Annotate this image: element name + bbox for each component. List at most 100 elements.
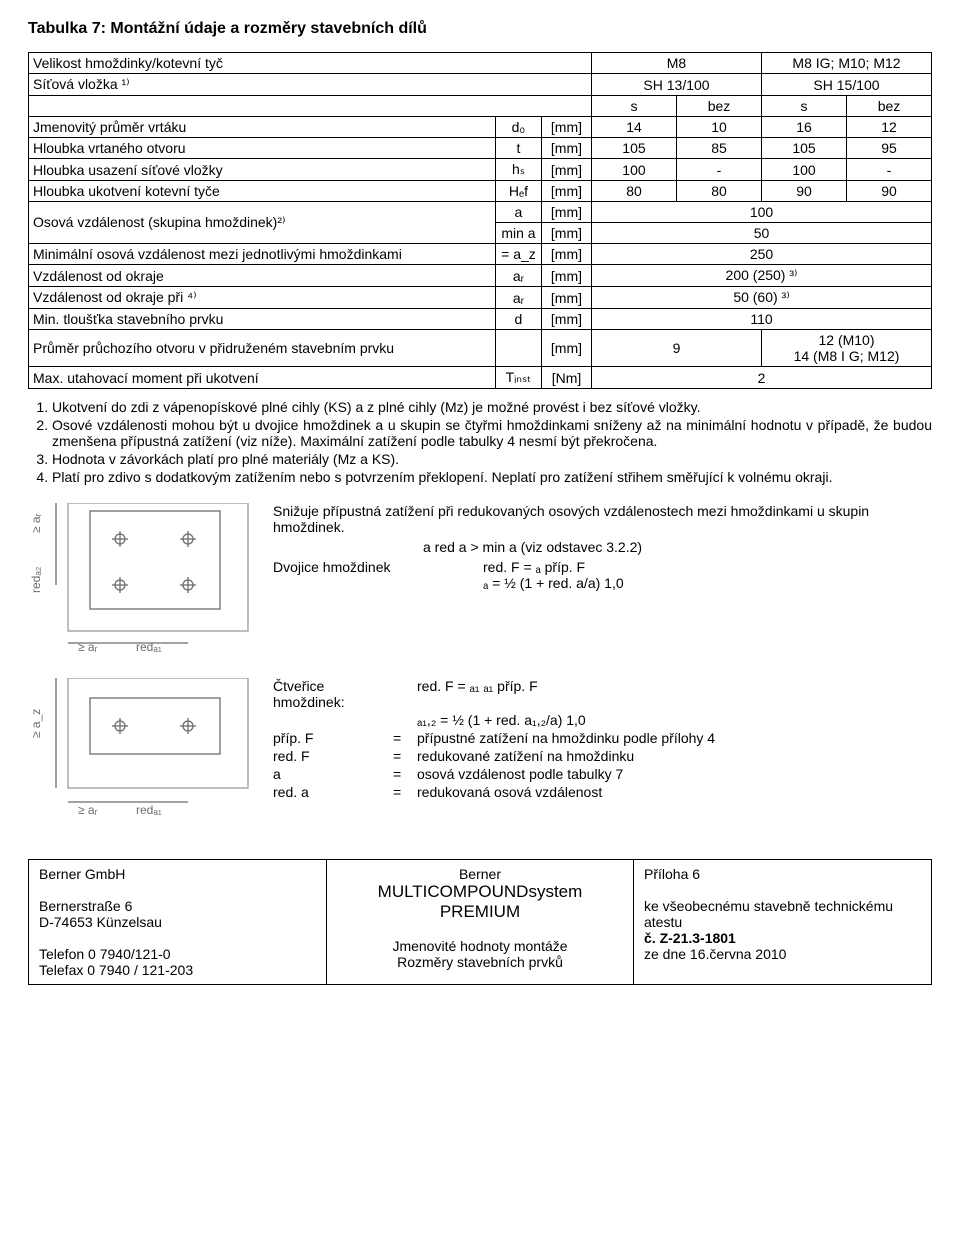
cell: bez [676,96,761,117]
definitions-grid: Čtveřice hmoždinek: red. F = ₐ₁ ₐ₁ příp. … [263,678,932,831]
def-term: příp. F [273,730,393,746]
cell: hₛ [495,159,541,181]
product-name: MULTICOMPOUNDsystem [337,882,623,902]
cell: d [495,309,541,330]
cell: 9 [591,330,761,367]
cell: 16 [762,117,847,138]
cell-label: Vzdálenost od okraje při ⁴⁾ [29,287,496,309]
cell: [mm] [541,181,591,202]
cell-label: Min. tloušťka stavebního prvku [29,309,496,330]
cell: [mm] [541,223,591,244]
cell: M8 IG; M10; M12 [762,53,932,74]
cell-label: Síťová vložka ¹⁾ [29,74,592,96]
cell: 105 [762,138,847,159]
cell: Tᵢₙₛₜ [495,367,541,389]
paragraph: ₐ = ½ (1 + red. a/a) 1,0 [273,575,932,591]
table-title: Tabulka 7: Montážní údaje a rozměry stav… [28,20,932,38]
cell: Hₑf [495,181,541,202]
subtitle: Jmenovité hodnoty montáže [337,938,623,954]
cell-label: Osová vzdálenost (skupina hmoždinek)²⁾ [29,202,496,244]
cell: 10 [676,117,761,138]
cell: [mm] [541,159,591,181]
cell: 90 [847,181,932,202]
phone: Telefon 0 7940/121-0 [39,946,316,962]
fig-label: redₐ₁ [136,640,162,653]
cell: - [676,159,761,181]
cell-label: Hloubka vrtaného otvoru [29,138,496,159]
cell-label: Hloubka usazení síťové vložky [29,159,496,181]
cell: [Nm] [541,367,591,389]
cell: 12 [847,117,932,138]
cell: [mm] [541,265,591,287]
footnotes-list: Ukotvení do zdi z vápenopískové plné cih… [28,399,932,485]
cell: 2 [591,367,931,389]
cell: = a_z [495,244,541,265]
cell-label: Velikost hmoždinky/kotevní tyč [29,53,592,74]
footer-center: Berner MULTICOMPOUNDsystem PREMIUM Jmeno… [326,860,633,985]
figure-anchor-group-top: ≥ aᵣ redₐ₂ ≥ aᵣ redₐ₁ [28,503,263,656]
paragraph: Snižuje přípustná zatížení při redukovan… [273,503,932,535]
cell: M8 [591,53,761,74]
def-value: redukované zatížení na hmoždinku [417,748,932,764]
cell-label: Hloubka ukotvení kotevní tyče [29,181,496,202]
data-table: Velikost hmoždinky/kotevní tyč M8 M8 IG;… [28,52,932,389]
cell: aᵣ [495,287,541,309]
footnote-item: Osové vzdálenosti mohou být u dvojice hm… [52,417,932,449]
figure-anchor-group-bottom: ≥ a_z ≥ aᵣ redₐ₁ [28,678,263,831]
equals: = [393,766,417,782]
cell: s [762,96,847,117]
fax: Telefax 0 7940 / 121-203 [39,962,316,978]
product-name: PREMIUM [337,902,623,922]
def-value: ₐ₁,₂ = ½ (1 + red. a₁,₂/a) 1,0 [417,712,932,728]
cell: min a [495,223,541,244]
fig-label: ≥ aᵣ [78,640,98,653]
company-name: Berner GmbH [39,866,316,882]
cell: SH 15/100 [762,74,932,96]
cell-label: Jmenovitý průměr vrtáku [29,117,496,138]
cell: 100 [591,202,931,223]
cell: bez [847,96,932,117]
fig-label: ≥ a_z [29,709,43,738]
def-value: přípustné zatížení na hmoždinku podle př… [417,730,932,746]
cell: 100 [591,159,676,181]
def-value: redukovaná osová vzdálenost [417,784,932,800]
cell: s [591,96,676,117]
def-value: red. F = ₐ₁ ₐ₁ příp. F [417,678,932,710]
cell-label: Max. utahovací moment při ukotvení [29,367,496,389]
cell: 90 [762,181,847,202]
footer-right: Příloha 6 ke všeobecnému stavebně techni… [634,860,932,985]
cell: [mm] [541,330,591,367]
cell [495,330,541,367]
cell [29,96,592,117]
footer-table: Berner GmbH Bernerstraße 6 D-74653 Künze… [28,859,932,985]
equals: = [393,730,417,746]
cell: [mm] [541,202,591,223]
cell: 80 [591,181,676,202]
paragraph: a red a > min a (viz odstavec 3.2.2) [273,539,932,555]
address-line: Bernerstraße 6 [39,898,316,914]
equals: = [393,784,417,800]
cell: 85 [676,138,761,159]
cell-label: Minimální osová vzdálenost mezi jednotli… [29,244,496,265]
fig-label: redₐ₁ [136,803,162,817]
fig-label: redₐ₂ [29,566,43,593]
def-term: red. a [273,784,393,800]
cert-date: ze dne 16.června 2010 [644,946,921,962]
footer-left: Berner GmbH Bernerstraße 6 D-74653 Künze… [29,860,327,985]
footnote-item: Platí pro zdivo s dodatkovým zatížením n… [52,469,932,485]
def-term: Čtveřice hmoždinek: [273,678,393,710]
brand: Berner [337,866,623,882]
cell: 95 [847,138,932,159]
cert-number: č. Z-21.3-1801 [644,930,921,946]
footnote-item: Ukotvení do zdi z vápenopískové plné cih… [52,399,932,415]
appendix: Příloha 6 [644,866,921,882]
cell: 250 [591,244,931,265]
cell: 14 [591,117,676,138]
appendix-desc: ke všeobecnému stavebně technickému ates… [644,898,921,930]
cell: [mm] [541,287,591,309]
cell: [mm] [541,117,591,138]
fig-label: ≥ aᵣ [29,513,43,533]
fig-label: ≥ aᵣ [78,803,98,817]
footnote-item: Hodnota v závorkách platí pro plné mater… [52,451,932,467]
address-line: D-74653 Künzelsau [39,914,316,930]
